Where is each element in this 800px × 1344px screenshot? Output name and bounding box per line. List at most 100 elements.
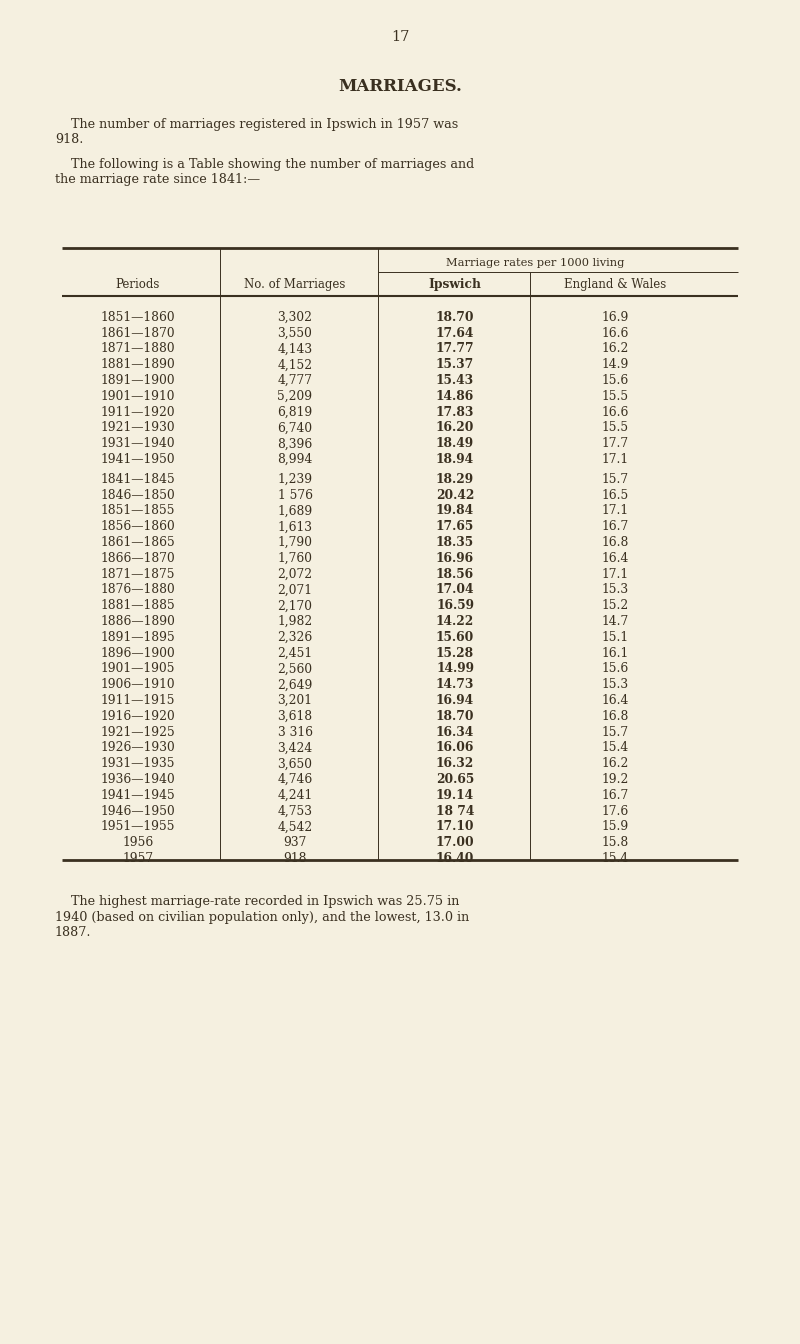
Text: 1,982: 1,982 — [278, 616, 313, 628]
Text: The number of marriages registered in Ipswich in 1957 was: The number of marriages registered in Ip… — [55, 118, 458, 130]
Text: 18 74: 18 74 — [436, 805, 474, 817]
Text: 1936—1940: 1936—1940 — [101, 773, 175, 786]
Text: 2,326: 2,326 — [278, 630, 313, 644]
Text: 4,143: 4,143 — [278, 343, 313, 355]
Text: 17.00: 17.00 — [436, 836, 474, 849]
Text: 3,650: 3,650 — [278, 757, 313, 770]
Text: 16.96: 16.96 — [436, 552, 474, 564]
Text: 15.2: 15.2 — [602, 599, 629, 613]
Text: 15.43: 15.43 — [436, 374, 474, 387]
Text: 1931—1935: 1931—1935 — [101, 757, 175, 770]
Text: 2,170: 2,170 — [278, 599, 313, 613]
Text: England & Wales: England & Wales — [564, 278, 666, 292]
Text: 16.4: 16.4 — [602, 694, 629, 707]
Text: 1851—1855: 1851—1855 — [101, 504, 175, 517]
Text: 1861—1870: 1861—1870 — [101, 327, 175, 340]
Text: 1921—1925: 1921—1925 — [101, 726, 175, 739]
Text: 4,753: 4,753 — [278, 805, 313, 817]
Text: 18.70: 18.70 — [436, 310, 474, 324]
Text: The highest marriage-rate recorded in Ipswich was 25.75 in: The highest marriage-rate recorded in Ip… — [55, 895, 459, 907]
Text: 1896—1900: 1896—1900 — [101, 646, 175, 660]
Text: 14.7: 14.7 — [602, 616, 629, 628]
Text: 1866—1870: 1866—1870 — [101, 552, 175, 564]
Text: 17.7: 17.7 — [602, 437, 629, 450]
Text: 17.64: 17.64 — [436, 327, 474, 340]
Text: 16.5: 16.5 — [602, 489, 629, 501]
Text: 3 316: 3 316 — [278, 726, 313, 739]
Text: 1881—1890: 1881—1890 — [101, 359, 175, 371]
Text: 1881—1885: 1881—1885 — [101, 599, 175, 613]
Text: 2,560: 2,560 — [278, 663, 313, 676]
Text: 1901—1910: 1901—1910 — [101, 390, 175, 403]
Text: 1941—1945: 1941—1945 — [101, 789, 175, 802]
Text: 15.28: 15.28 — [436, 646, 474, 660]
Text: 1891—1900: 1891—1900 — [101, 374, 175, 387]
Text: 18.29: 18.29 — [436, 473, 474, 487]
Text: 16.6: 16.6 — [602, 406, 629, 419]
Text: 1891—1895: 1891—1895 — [101, 630, 175, 644]
Text: 1851—1860: 1851—1860 — [101, 310, 175, 324]
Text: Periods: Periods — [116, 278, 160, 292]
Text: 17.65: 17.65 — [436, 520, 474, 534]
Text: 16.7: 16.7 — [602, 520, 629, 534]
Text: 1956: 1956 — [122, 836, 154, 849]
Text: 17.6: 17.6 — [602, 805, 629, 817]
Text: 1,613: 1,613 — [278, 520, 313, 534]
Text: 1,760: 1,760 — [278, 552, 313, 564]
Text: 15.6: 15.6 — [602, 663, 629, 676]
Text: 18.70: 18.70 — [436, 710, 474, 723]
Text: 15.1: 15.1 — [602, 630, 629, 644]
Text: 20.65: 20.65 — [436, 773, 474, 786]
Text: 918: 918 — [283, 852, 306, 866]
Text: 6,740: 6,740 — [278, 422, 313, 434]
Text: 1940 (based on civilian population only), and the lowest, 13.0 in: 1940 (based on civilian population only)… — [55, 910, 470, 923]
Text: 1,790: 1,790 — [278, 536, 313, 550]
Text: 1957: 1957 — [122, 852, 154, 866]
Text: 16.59: 16.59 — [436, 599, 474, 613]
Text: 1887.: 1887. — [55, 926, 91, 939]
Text: 16.8: 16.8 — [602, 536, 629, 550]
Text: 15.6: 15.6 — [602, 374, 629, 387]
Text: 15.5: 15.5 — [602, 390, 629, 403]
Text: 19.84: 19.84 — [436, 504, 474, 517]
Text: 1871—1875: 1871—1875 — [101, 567, 175, 581]
Text: 16.2: 16.2 — [602, 343, 629, 355]
Text: 1861—1865: 1861—1865 — [101, 536, 175, 550]
Text: 1941—1950: 1941—1950 — [101, 453, 175, 466]
Text: 1841—1845: 1841—1845 — [101, 473, 175, 487]
Text: 16.9: 16.9 — [602, 310, 629, 324]
Text: 1876—1880: 1876—1880 — [101, 583, 175, 597]
Text: 17.04: 17.04 — [436, 583, 474, 597]
Text: 15.4: 15.4 — [602, 742, 629, 754]
Text: 3,618: 3,618 — [278, 710, 313, 723]
Text: 14.73: 14.73 — [436, 679, 474, 691]
Text: 14.99: 14.99 — [436, 663, 474, 676]
Text: 17.83: 17.83 — [436, 406, 474, 419]
Text: 19.14: 19.14 — [436, 789, 474, 802]
Text: 15.5: 15.5 — [602, 422, 629, 434]
Text: 16.32: 16.32 — [436, 757, 474, 770]
Text: 14.22: 14.22 — [436, 616, 474, 628]
Text: MARRIAGES.: MARRIAGES. — [338, 78, 462, 95]
Text: 2,649: 2,649 — [278, 679, 313, 691]
Text: 15.9: 15.9 — [602, 820, 629, 833]
Text: 4,542: 4,542 — [278, 820, 313, 833]
Text: 17.77: 17.77 — [436, 343, 474, 355]
Text: 918.: 918. — [55, 133, 83, 146]
Text: 18.94: 18.94 — [436, 453, 474, 466]
Text: 1,239: 1,239 — [278, 473, 313, 487]
Text: 4,746: 4,746 — [278, 773, 313, 786]
Text: 18.49: 18.49 — [436, 437, 474, 450]
Text: 16.7: 16.7 — [602, 789, 629, 802]
Text: 1886—1890: 1886—1890 — [101, 616, 175, 628]
Text: 8,396: 8,396 — [278, 437, 313, 450]
Text: 1911—1920: 1911—1920 — [101, 406, 175, 419]
Text: 1921—1930: 1921—1930 — [101, 422, 175, 434]
Text: 16.40: 16.40 — [436, 852, 474, 866]
Text: 4,152: 4,152 — [278, 359, 313, 371]
Text: 16.8: 16.8 — [602, 710, 629, 723]
Text: 15.8: 15.8 — [602, 836, 629, 849]
Text: 17.1: 17.1 — [602, 453, 629, 466]
Text: 15.60: 15.60 — [436, 630, 474, 644]
Text: 6,819: 6,819 — [278, 406, 313, 419]
